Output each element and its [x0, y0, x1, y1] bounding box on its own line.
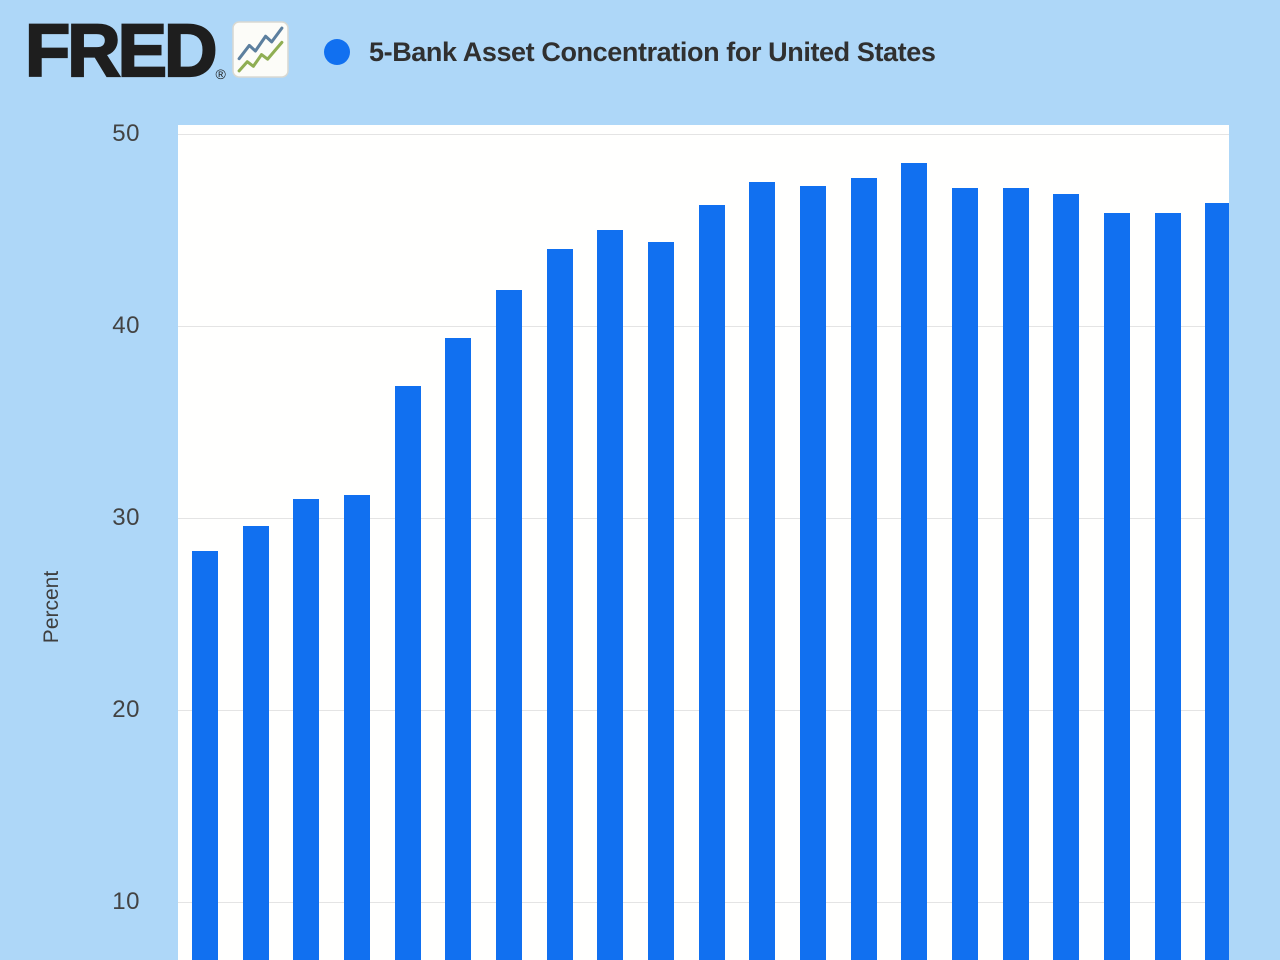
bar[interactable] — [647, 241, 674, 960]
series-legend-dot — [324, 39, 350, 65]
bar[interactable] — [850, 178, 877, 960]
fred-logo-text: FRED — [24, 9, 219, 92]
bar[interactable] — [394, 385, 421, 960]
y-axis-label: Percent — [40, 570, 63, 644]
chart-title[interactable]: 5-Bank Asset Concentration for United St… — [369, 36, 936, 67]
bar[interactable] — [242, 525, 269, 960]
bar[interactable] — [546, 249, 573, 960]
bar[interactable] — [749, 182, 776, 960]
fred-logo[interactable]: FRED ® — [24, 9, 289, 92]
bar[interactable] — [445, 337, 472, 960]
bar[interactable] — [192, 550, 218, 960]
plot-area — [178, 125, 1229, 960]
bar[interactable] — [901, 162, 928, 960]
bar[interactable] — [698, 205, 725, 960]
bar[interactable] — [1002, 187, 1029, 960]
bar[interactable] — [1053, 193, 1080, 960]
chart-header: 5-Bank Asset Concentration for United St… — [324, 30, 936, 74]
y-tick-label: 30 — [112, 504, 140, 531]
y-tick-label: 50 — [112, 120, 140, 147]
bar[interactable] — [496, 289, 522, 960]
bar[interactable] — [1154, 212, 1181, 960]
bar[interactable] — [597, 230, 624, 960]
bar[interactable] — [951, 187, 978, 960]
bar[interactable] — [1205, 203, 1229, 960]
registered-trademark-icon: ® — [215, 66, 226, 82]
bar[interactable] — [799, 185, 826, 960]
y-tick-label: 20 — [112, 696, 140, 723]
bar[interactable] — [1103, 212, 1130, 960]
bar[interactable] — [344, 495, 370, 960]
y-tick-label: 10 — [112, 888, 140, 915]
y-tick-label: 40 — [112, 312, 140, 339]
line-chart-icon — [232, 21, 289, 78]
gridline — [178, 134, 1229, 135]
bar[interactable] — [293, 498, 320, 960]
